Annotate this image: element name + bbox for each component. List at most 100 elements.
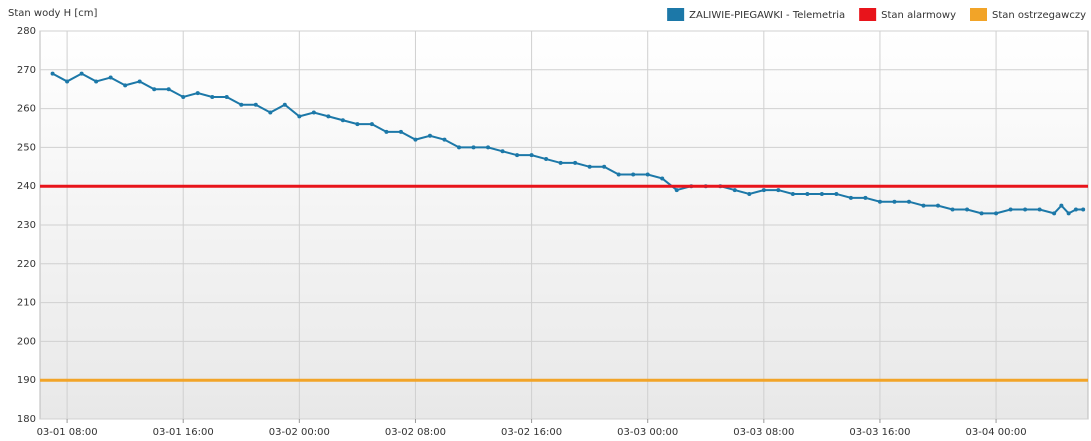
data-point [631, 172, 636, 177]
data-point [645, 172, 650, 177]
data-point [253, 102, 258, 107]
data-point [471, 145, 476, 150]
x-tick-label: 03-01 08:00 [37, 427, 98, 438]
data-point [123, 83, 128, 88]
data-point [877, 199, 882, 204]
y-tick-label: 190 [17, 375, 36, 386]
y-axis-label: Stan wody H [cm] [8, 8, 97, 19]
data-point [210, 94, 215, 99]
x-tick-label: 03-02 00:00 [269, 427, 330, 438]
data-point [326, 114, 331, 119]
x-tick-label: 03-02 08:00 [385, 427, 446, 438]
data-point [1008, 207, 1013, 212]
data-point [152, 87, 157, 92]
data-point [906, 199, 911, 204]
x-tick-label: 03-03 00:00 [617, 427, 678, 438]
data-point [1059, 203, 1064, 208]
data-point [965, 207, 970, 212]
data-point [892, 199, 897, 204]
y-tick-label: 240 [17, 181, 36, 192]
data-point [1073, 207, 1078, 212]
data-point [805, 191, 810, 196]
data-point [819, 191, 824, 196]
data-point [776, 188, 781, 193]
data-point [544, 157, 549, 162]
data-point [863, 195, 868, 200]
data-point [1066, 211, 1071, 216]
y-tick-label: 210 [17, 298, 36, 309]
data-point [558, 160, 563, 165]
data-point [515, 153, 520, 158]
data-point [950, 207, 955, 212]
x-tick-label: 03-04 00:00 [966, 427, 1027, 438]
data-point [761, 188, 766, 193]
data-point [398, 129, 403, 134]
y-tick-label: 220 [17, 259, 36, 270]
data-point [1052, 211, 1057, 216]
data-point [573, 160, 578, 165]
data-point [268, 110, 273, 115]
data-point [936, 203, 941, 208]
data-point [486, 145, 491, 150]
data-point [660, 176, 665, 181]
legend-label: Stan ostrzegawczy [992, 10, 1086, 21]
data-point [181, 94, 186, 99]
data-point [834, 191, 839, 196]
data-point [994, 211, 999, 216]
x-tick-label: 03-02 16:00 [501, 427, 562, 438]
data-point [427, 133, 432, 138]
data-point [921, 203, 926, 208]
legend-swatch [970, 8, 987, 21]
data-line [52, 72, 1084, 215]
data-point [848, 195, 853, 200]
data-point [384, 129, 389, 134]
data-point [413, 137, 418, 142]
data-point [195, 91, 200, 96]
data-point [282, 102, 287, 107]
data-point [602, 164, 607, 169]
data-point [587, 164, 592, 169]
data-point [137, 79, 142, 84]
data-point [1037, 207, 1042, 212]
data-point [747, 191, 752, 196]
data-point [1081, 207, 1086, 212]
data-point [616, 172, 621, 177]
data-point [442, 137, 447, 142]
data-point [340, 118, 345, 123]
data-point [674, 188, 679, 193]
y-tick-label: 280 [17, 26, 36, 37]
y-tick-label: 250 [17, 142, 36, 153]
data-point [457, 145, 462, 150]
data-point [108, 75, 113, 80]
data-point [311, 110, 316, 115]
data-point [65, 79, 70, 84]
legend-label: Stan alarmowy [881, 10, 956, 21]
data-point [1023, 207, 1028, 212]
data-point [369, 122, 374, 127]
data-point [50, 71, 55, 76]
data-point [224, 94, 229, 99]
x-tick-label: 03-03 16:00 [849, 427, 910, 438]
data-point [500, 149, 505, 154]
x-tick-label: 03-01 16:00 [153, 427, 214, 438]
data-point [79, 71, 84, 76]
legend-label: ZALIWIE-PIEGAWKI - Telemetria [689, 10, 845, 21]
data-point [790, 191, 795, 196]
y-tick-label: 180 [17, 414, 36, 425]
data-point [297, 114, 302, 119]
data-point [166, 87, 171, 92]
legend-swatch [859, 8, 877, 21]
y-tick-label: 230 [17, 220, 36, 231]
y-tick-label: 270 [17, 65, 36, 76]
y-tick-label: 200 [17, 336, 36, 347]
data-point [239, 102, 244, 107]
data-point [732, 188, 737, 193]
y-tick-label: 260 [17, 104, 36, 115]
x-tick-label: 03-03 08:00 [733, 427, 794, 438]
data-point [94, 79, 99, 84]
data-point [529, 153, 534, 158]
data-point [979, 211, 984, 216]
legend-swatch [667, 8, 685, 21]
